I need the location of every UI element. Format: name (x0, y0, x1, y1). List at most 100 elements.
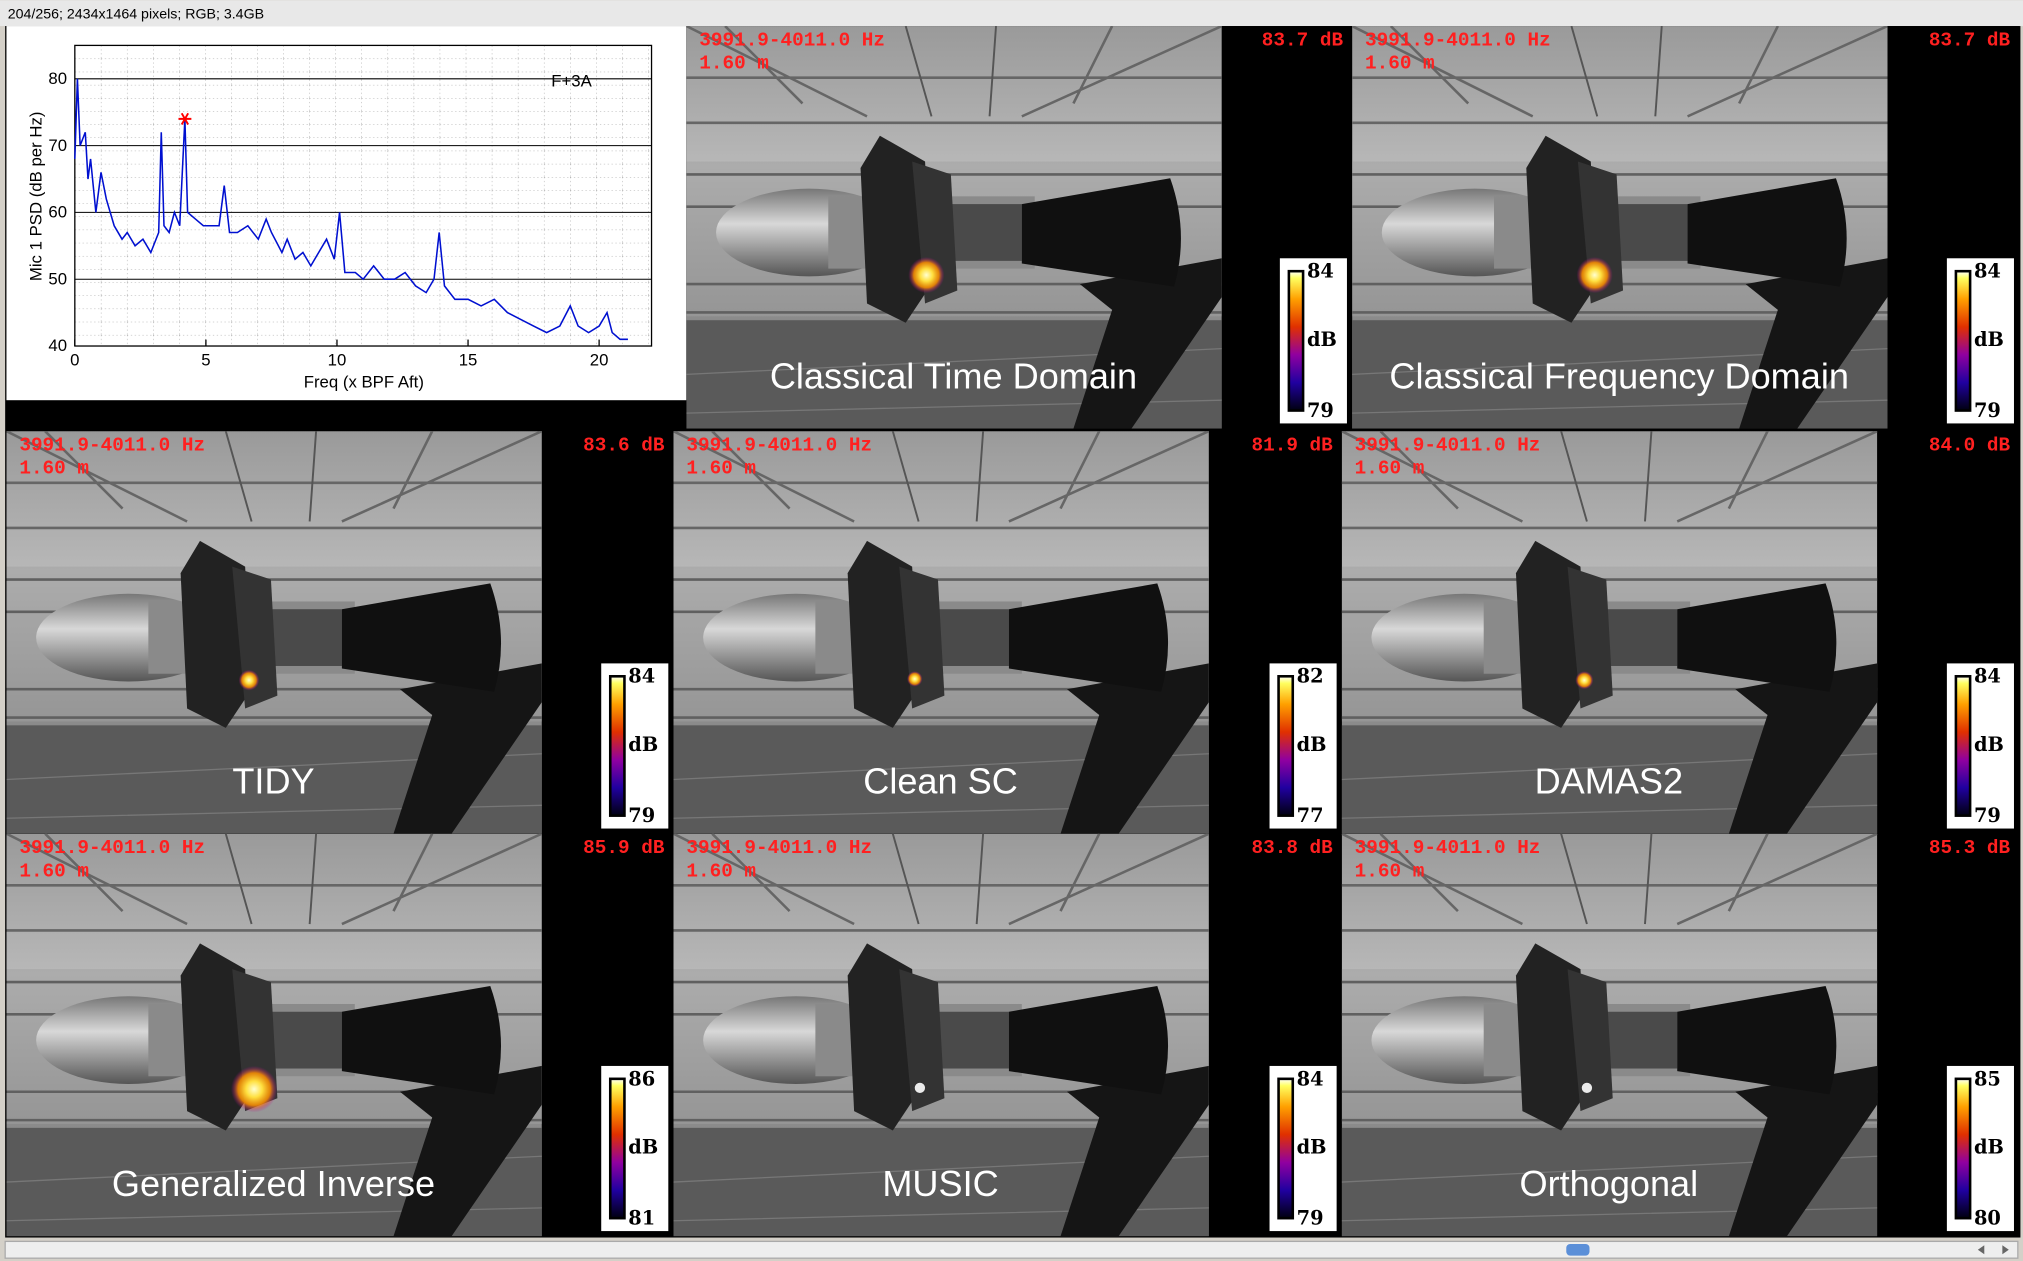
source-map-spot (1581, 1082, 1593, 1094)
method-name: Generalized Inverse (112, 1163, 435, 1204)
y-axis-label: Mic 1 PSD (dB per Hz) (26, 112, 45, 282)
frequency-band: 3991.9-4011.0 Hz (1355, 837, 1541, 859)
method-name: Classical Frequency Domain (1389, 356, 1849, 397)
y-tick-label: 50 (48, 269, 67, 288)
x-tick-label: 20 (590, 350, 609, 369)
source-map-spot (238, 669, 260, 691)
colorbar-ramp (608, 1077, 626, 1220)
colorbar-max: 86 (628, 1067, 655, 1090)
source-map-spot (230, 1065, 278, 1113)
colorbar-unit: dB (1307, 328, 1337, 351)
colorbar-unit: dB (1974, 733, 2004, 756)
x-tick-label: 0 (70, 350, 79, 369)
beamform-panel: 3991.9-4011.0 Hz1.60 m 84.0 dB DAMAS2 84 dB 7… (1341, 431, 2020, 834)
colorbar-unit: dB (1297, 733, 1327, 756)
source-map-spot (1576, 256, 1613, 294)
method-name: Clean SC (863, 761, 1018, 802)
beamform-panel: 3991.9-4011.0 Hz1.60 m 83.8 dB MUSIC 84 dB 79 (673, 833, 1342, 1237)
peak-level: 83.8 dB (1251, 837, 1333, 859)
source-map-spot (914, 1082, 926, 1094)
y-tick-label: 80 (48, 69, 67, 88)
peak-level: 85.3 dB (1929, 837, 2011, 859)
colorbar-unit: dB (628, 733, 658, 756)
frequency-band: 3991.9-4011.0 Hz (1355, 435, 1541, 457)
colorbar-min: 79 (1297, 1207, 1324, 1230)
peak-level: 85.9 dB (583, 837, 665, 859)
scan-distance: 1.60 m (1355, 860, 1425, 882)
peak-marker (178, 112, 192, 125)
peak-level: 81.9 dB (1251, 435, 1333, 457)
status-bar (0, 0, 2023, 27)
frequency-band: 3991.9-4011.0 Hz (19, 837, 205, 859)
scroll-thumb[interactable] (1566, 1243, 1590, 1256)
frequency-band: 3991.9-4011.0 Hz (699, 29, 885, 51)
method-name: DAMAS2 (1535, 761, 1684, 802)
method-name: Classical Time Domain (770, 356, 1137, 397)
scrollbar[interactable] (4, 1240, 2019, 1259)
scan-distance: 1.60 m (686, 458, 756, 480)
colorbar-max: 84 (1307, 260, 1334, 283)
colorbar-min: 79 (1974, 399, 2001, 422)
colorbar-unit: dB (1974, 1136, 2004, 1159)
beamform-panel: 3991.9-4011.0 Hz1.60 m 85.3 dB Orthogonal 8… (1341, 833, 2020, 1237)
colorbar-max: 85 (1974, 1067, 2001, 1090)
colorbar-max: 84 (628, 665, 655, 688)
source-map-spot (908, 256, 945, 294)
colorbar-unit: dB (628, 1136, 658, 1159)
scan-distance: 1.60 m (1355, 458, 1425, 480)
colorbar-ramp (608, 675, 626, 817)
colorbar-ramp (1954, 675, 1972, 817)
scan-distance: 1.60 m (686, 860, 756, 882)
colorbar-min: 81 (628, 1207, 655, 1230)
frequency-band: 3991.9-4011.0 Hz (686, 435, 872, 457)
colorbar-min: 79 (1307, 399, 1334, 422)
beamform-panel: 3991.9-4011.0 Hz1.60 m 81.9 dB Clean SC 82 d… (673, 431, 1342, 834)
status-text: 204/256; 2434x1464 pixels; RGB; 3.4GB (8, 6, 264, 22)
frequency-band: 3991.9-4011.0 Hz (686, 837, 872, 859)
colorbar-min: 79 (628, 804, 655, 827)
x-tick-label: 15 (459, 350, 478, 369)
colorbar-ramp (1954, 269, 1972, 412)
plot-area (74, 44, 653, 347)
beamform-panel: 3991.9-4011.0 Hz1.60 m 83.6 dB TIDY 84 dB 79 (6, 431, 674, 834)
source-map-spot (906, 671, 923, 687)
beamform-panel: 3991.9-4011.0 Hz1.60 m 83.7 dB Classical F… (1352, 26, 2020, 429)
colorbar-max: 84 (1974, 665, 2001, 688)
scan-distance: 1.60 m (19, 458, 89, 480)
scan-distance: 1.60 m (1365, 53, 1435, 75)
source-map-spot (1575, 671, 1594, 690)
colorbar-min: 80 (1974, 1207, 2001, 1230)
colorbar-ramp (1287, 269, 1305, 412)
scan-distance: 1.60 m (699, 53, 769, 75)
chart-annotation: F+3A (551, 72, 592, 91)
colorbar-min: 79 (1974, 804, 2001, 827)
peak-level: 83.6 dB (583, 435, 665, 457)
beamform-panel: 3991.9-4011.0 Hz1.60 m 85.9 dB Generalized… (6, 833, 674, 1237)
x-tick-label: 10 (328, 350, 347, 369)
y-tick-label: 70 (48, 136, 67, 155)
x-axis-label: Freq (x BPF Aft) (304, 372, 424, 391)
colorbar-max: 84 (1974, 260, 2001, 283)
method-name: TIDY (232, 761, 314, 802)
colorbar-unit: dB (1974, 328, 2004, 351)
peak-level: 83.7 dB (1262, 29, 1344, 51)
frequency-band: 3991.9-4011.0 Hz (19, 435, 205, 457)
frequency-band: 3991.9-4011.0 Hz (1365, 29, 1551, 51)
peak-level: 84.0 dB (1929, 435, 2011, 457)
colorbar-ramp (1277, 675, 1295, 817)
colorbar-ramp (1954, 1077, 1972, 1220)
colorbar-min: 77 (1297, 804, 1324, 827)
colorbar-max: 84 (1297, 1067, 1324, 1090)
scroll-arrows[interactable] (1977, 1245, 2009, 1255)
x-tick-label: 5 (201, 350, 210, 369)
beamform-panel: 3991.9-4011.0 Hz1.60 m 83.7 dB Classical T… (686, 26, 1353, 429)
method-name: MUSIC (882, 1163, 998, 1204)
scan-distance: 1.60 m (19, 860, 89, 882)
method-name: Orthogonal (1520, 1163, 1699, 1204)
colorbar-ramp (1277, 1077, 1295, 1220)
peak-level: 83.7 dB (1929, 29, 2011, 51)
psd-line (74, 78, 628, 341)
colorbar-unit: dB (1297, 1136, 1327, 1159)
